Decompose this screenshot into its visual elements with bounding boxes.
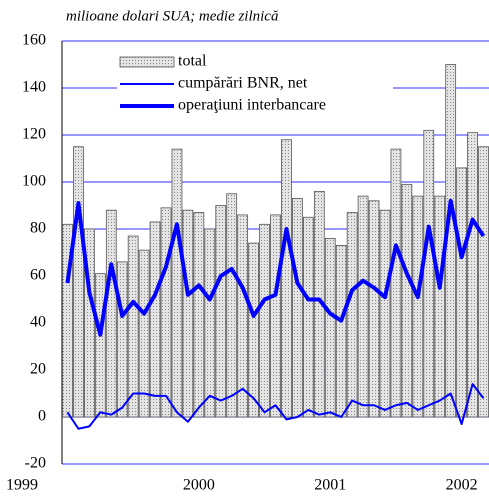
bar xyxy=(171,148,183,418)
bar xyxy=(423,129,435,418)
bar xyxy=(302,216,314,418)
bar xyxy=(324,237,336,418)
bar xyxy=(281,139,292,418)
legend-label: cumpărări BNR, net xyxy=(178,75,308,92)
x-tick-label: 2000 xyxy=(183,477,215,494)
thick-line xyxy=(65,198,486,337)
bar xyxy=(467,132,478,418)
bar xyxy=(456,167,468,418)
legend-swatch xyxy=(119,56,175,68)
y-tick-label: 80 xyxy=(30,220,46,237)
bar xyxy=(226,193,238,418)
bar xyxy=(368,200,380,418)
bar xyxy=(346,212,358,418)
bar xyxy=(116,261,128,418)
bar xyxy=(379,209,391,418)
bar xyxy=(412,195,424,418)
bar xyxy=(83,228,95,418)
bar xyxy=(193,212,205,418)
x-tick-label: 2001 xyxy=(314,477,346,494)
x-tick-label: 2002 xyxy=(446,477,478,494)
bar xyxy=(149,221,161,418)
x-tick-label: 1999 xyxy=(6,477,38,494)
bar xyxy=(138,249,150,418)
bar xyxy=(390,148,402,418)
y-tick-label: 160 xyxy=(22,32,46,49)
bar xyxy=(248,242,259,418)
bar xyxy=(335,245,347,418)
bar xyxy=(259,223,270,418)
bar xyxy=(182,209,194,418)
bar xyxy=(478,146,489,418)
bar xyxy=(434,195,446,418)
y-tick-label: 0 xyxy=(38,408,46,425)
y-tick-label: 20 xyxy=(30,361,46,378)
bar xyxy=(62,223,73,418)
y-tick-label: 40 xyxy=(30,314,46,331)
y-tick-label: 60 xyxy=(30,267,46,284)
bar xyxy=(105,209,117,418)
bar xyxy=(357,195,369,418)
bar xyxy=(292,198,303,418)
y-tick-label: -20 xyxy=(25,455,46,472)
bar xyxy=(215,205,227,418)
legend-label: operaţiuni interbancare xyxy=(178,97,326,114)
line xyxy=(66,383,485,430)
bar xyxy=(94,273,106,418)
bar xyxy=(270,214,281,418)
bar xyxy=(73,146,84,418)
bar xyxy=(237,214,249,418)
bar xyxy=(127,235,139,418)
y-tick-label: 100 xyxy=(22,173,46,190)
y-tick-label: 140 xyxy=(22,79,46,96)
y-tick-label: 120 xyxy=(22,126,46,143)
bar xyxy=(160,207,172,418)
bar xyxy=(401,183,413,418)
legend-label: total xyxy=(178,53,207,70)
chart-subtitle: milioane dolari SUA; medie zilnică xyxy=(66,8,278,24)
bar xyxy=(204,228,216,418)
